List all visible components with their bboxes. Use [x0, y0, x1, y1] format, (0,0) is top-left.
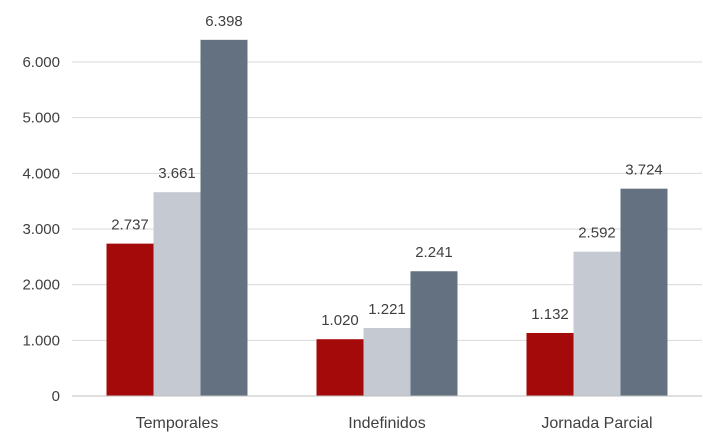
bars	[106, 39, 668, 397]
data-label: 3.724	[625, 162, 663, 179]
bar	[410, 271, 458, 396]
x-category-label: Temporales	[136, 415, 219, 432]
bar	[363, 328, 411, 396]
y-axis: 0 1.000 2.000 3.000 4.000 5.000 6.000	[22, 54, 60, 405]
data-labels: 2.737 3.661 6.398 1.020 1.221 2.241 1.132 2.592…	[111, 13, 663, 329]
y-tick-label: 0	[52, 388, 60, 405]
data-label: 2.592	[578, 225, 616, 242]
y-tick-label: 1.000	[22, 332, 60, 349]
x-axis: Temporales Indefinidos Jornada Parcial	[72, 395, 702, 432]
y-tick-label: 4.000	[22, 165, 60, 182]
data-label: 2.241	[415, 244, 453, 261]
bar	[620, 188, 668, 396]
bar	[153, 192, 201, 396]
data-label: 3.661	[158, 165, 196, 182]
bar	[106, 243, 154, 396]
data-label: 1.221	[368, 301, 406, 318]
bar	[526, 332, 574, 396]
data-label: 1.020	[321, 312, 359, 329]
y-tick-label: 3.000	[22, 221, 60, 238]
y-tick-label: 2.000	[22, 277, 60, 294]
data-label: 1.132	[531, 306, 569, 323]
y-tick-label: 6.000	[22, 54, 60, 71]
y-tick-label: 5.000	[22, 110, 60, 127]
bar	[316, 339, 364, 396]
x-category-label: Indefinidos	[348, 415, 425, 432]
bar	[200, 39, 248, 397]
x-category-label: Jornada Parcial	[541, 415, 652, 432]
bar	[573, 251, 621, 396]
data-label: 2.737	[111, 217, 149, 234]
data-label: 6.398	[205, 13, 243, 30]
